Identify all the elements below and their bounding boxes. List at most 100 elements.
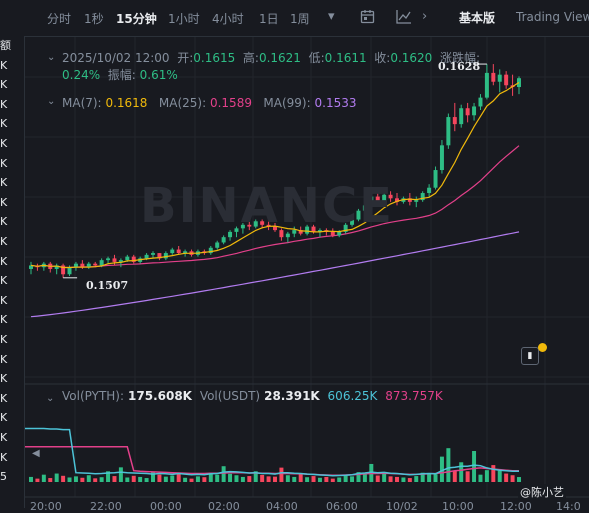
timeframe-tab[interactable]: 4小时 xyxy=(212,12,244,26)
left-strip-item: K xyxy=(0,372,8,386)
candle-body xyxy=(99,260,104,266)
candle-body xyxy=(163,253,168,259)
volume-bar xyxy=(253,471,258,482)
volume-bar xyxy=(420,472,425,482)
volume-bar xyxy=(67,477,72,482)
left-strip-item: K xyxy=(0,58,8,72)
left-strip-item: K xyxy=(0,137,8,150)
ma99-value: 0.1533 xyxy=(314,96,357,110)
volume-bar xyxy=(176,473,181,482)
candle-body xyxy=(317,230,322,232)
candle-body xyxy=(273,226,277,231)
volume-bar xyxy=(497,470,502,482)
volume-bar xyxy=(240,476,245,482)
candle-body xyxy=(382,194,387,202)
volume-bar xyxy=(170,475,175,482)
high-value: 0.1621 xyxy=(258,51,301,65)
candle-body xyxy=(504,74,509,86)
volume-bar xyxy=(330,478,335,482)
volume-bar xyxy=(29,476,33,482)
candle-body xyxy=(446,117,451,146)
volume-bar xyxy=(195,476,200,482)
candle-body xyxy=(459,108,464,125)
ohlc-legend: 2025/10/02 12:00 开:0.1615 高:0.1621 低:0.1… xyxy=(62,50,480,66)
volume-bar xyxy=(427,473,432,482)
timeframe-tab-active[interactable]: 15分钟 xyxy=(116,12,157,26)
volume-bar xyxy=(157,474,162,482)
candle-body xyxy=(414,200,419,202)
vol-collapse-chevron-icon[interactable]: ⌄ xyxy=(46,393,55,404)
vol-ma10-line xyxy=(25,446,519,476)
volume-bar xyxy=(356,472,361,482)
candle-body xyxy=(73,263,78,268)
amplitude-value: 0.61% xyxy=(139,68,178,82)
left-strip-item: K xyxy=(0,313,8,327)
left-strip-item: K xyxy=(0,254,8,268)
candle-body xyxy=(472,106,477,116)
ohlc-datetime: 2025/10/02 12:00 xyxy=(62,51,170,65)
volume-bar xyxy=(292,476,297,482)
tradingview-tab[interactable]: Trading View xyxy=(516,10,589,24)
volume-bar xyxy=(305,477,310,482)
volume-bar xyxy=(202,477,207,482)
ma7-line xyxy=(30,81,520,269)
volume-bar xyxy=(285,475,290,482)
ma99-line xyxy=(30,231,520,318)
basic-view-tab[interactable]: 基本版 xyxy=(459,11,496,25)
candle-body xyxy=(86,263,91,268)
low-value: 0.1611 xyxy=(324,51,367,65)
ma-collapse-chevron-icon[interactable]: ⌄ xyxy=(47,96,56,107)
timeframe-tab[interactable]: 1日 xyxy=(259,12,279,26)
volume-bar xyxy=(131,475,136,482)
timeframe-tab[interactable]: 1周 xyxy=(290,12,310,26)
more-timeframes-icon[interactable]: ▾ xyxy=(328,9,335,24)
candle-body xyxy=(260,221,265,225)
timeframe-tab[interactable]: 1秒 xyxy=(84,12,104,26)
time-axis-label: 02:00 xyxy=(208,500,240,513)
calendar-icon[interactable] xyxy=(360,9,375,24)
kline-canvas[interactable] xyxy=(25,37,589,508)
volume-bar xyxy=(112,476,117,482)
volume-bar xyxy=(260,474,265,482)
timeframe-tab[interactable]: 分时 xyxy=(47,12,72,26)
kline-chart[interactable] xyxy=(25,37,589,508)
candle-body xyxy=(67,267,72,275)
left-strip-item: 额 xyxy=(0,39,11,52)
volume-bar xyxy=(189,478,194,482)
volume-bar xyxy=(93,478,98,482)
candle-body xyxy=(305,226,310,234)
vol-ma5-value: 606.25K xyxy=(327,389,378,403)
high-marker-label: 0.1628 xyxy=(438,60,481,73)
candle-body xyxy=(433,170,438,188)
volume-bar xyxy=(125,477,130,482)
time-axis-label: 22:00 xyxy=(90,500,122,513)
volume-bar xyxy=(510,475,515,482)
time-axis-label: 20:00 xyxy=(30,500,62,513)
volume-bar xyxy=(61,475,66,482)
left-strip-item: K xyxy=(0,176,8,190)
ma25-value: 0.1589 xyxy=(209,96,252,110)
drawing-tools-icon[interactable]: ▮ xyxy=(521,347,539,365)
chart-toolbar: 分时 1秒 15分钟 1小时 4小时 1日 1周 ▾ › 基本版 Trading… xyxy=(0,0,589,37)
vol-expand-arrow-icon[interactable]: ◀ xyxy=(32,448,40,459)
timeframe-tab[interactable]: 1小时 xyxy=(168,12,200,26)
left-strip-item: K xyxy=(0,97,8,111)
vol-ma10-value: 873.757K xyxy=(385,389,443,403)
volume-bar xyxy=(73,476,78,482)
candle-body xyxy=(112,258,117,262)
candle-body xyxy=(93,263,98,266)
vol-usdt-label: Vol(USDT) xyxy=(199,389,261,403)
high-label: 高: xyxy=(242,51,259,65)
vol-pyth-value: 175.608K xyxy=(128,389,192,403)
volume-bar xyxy=(401,477,406,482)
low-label: 低: xyxy=(308,51,325,65)
candle-body xyxy=(484,72,489,98)
indicator-icon[interactable] xyxy=(396,9,412,24)
open-value: 0.1615 xyxy=(193,51,236,65)
ma25-line xyxy=(30,145,520,269)
chevron-right-icon[interactable]: › xyxy=(422,9,428,24)
collapse-chevron-icon[interactable]: ⌄ xyxy=(47,52,56,63)
left-strip-item: K xyxy=(0,156,8,170)
left-strip-item: K xyxy=(0,215,8,229)
